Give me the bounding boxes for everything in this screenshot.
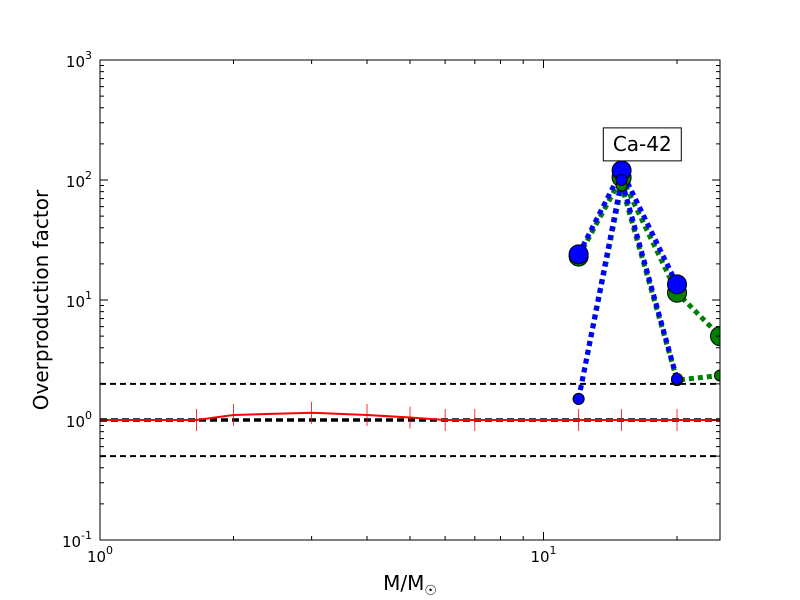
- y-tick-label-0: 10-1: [62, 529, 92, 551]
- series-3-point-2: [667, 274, 688, 295]
- x-tick-label-0: 100: [87, 544, 113, 566]
- y-tick-label-3: 102: [66, 169, 92, 191]
- series-3-point-0: [568, 244, 589, 265]
- x-axis-label: M/M☉: [383, 571, 437, 599]
- series-2-point-3: [714, 369, 720, 382]
- y-tick-label-2: 101: [66, 289, 92, 311]
- series-4-line: [576, 179, 680, 400]
- series-4-point-1: [615, 174, 628, 186]
- series-1-line: [576, 172, 720, 338]
- series-1-point-3: [710, 326, 720, 347]
- y-tick-label-4: 103: [66, 49, 92, 71]
- series-4-point-2: [671, 372, 684, 385]
- annotation-box: Ca-42: [602, 127, 682, 162]
- y-tick-label-1: 100: [66, 409, 92, 431]
- plot-area: [100, 160, 720, 458]
- plot-frame: [99, 59, 721, 541]
- series-0-line: [100, 411, 720, 421]
- x-axis-label-subscript: ☉: [424, 583, 437, 599]
- annotation-label: Ca-42: [613, 132, 672, 156]
- y-axis-label: Overproduction factor: [29, 189, 53, 410]
- x-tick-label-1: 101: [530, 544, 556, 566]
- series-4-point-0: [572, 392, 585, 405]
